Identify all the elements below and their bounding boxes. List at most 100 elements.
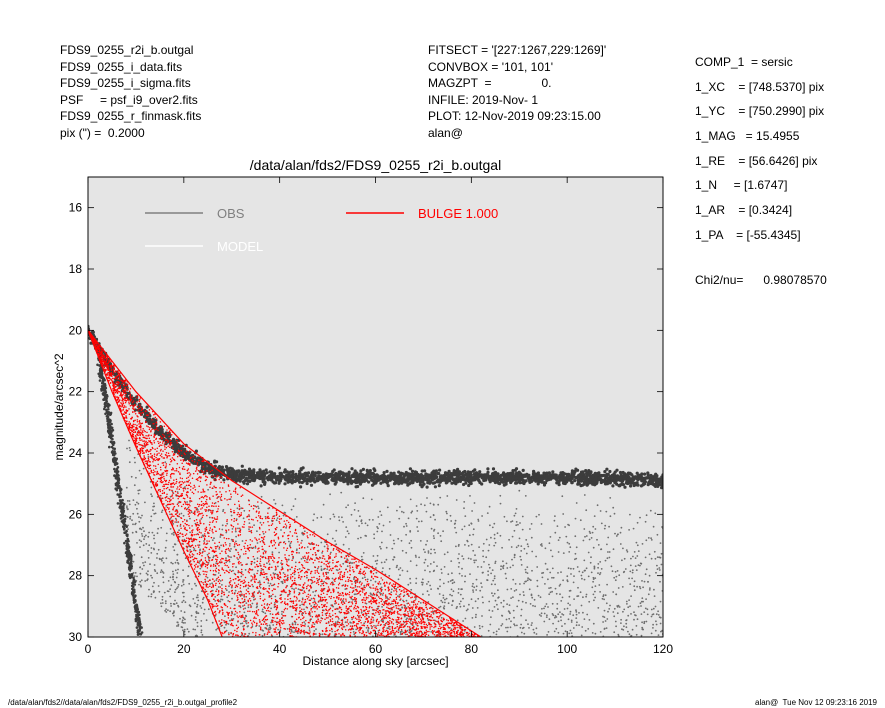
obs-point [102,393,105,397]
obs-point [135,476,137,479]
obs-point [494,541,497,544]
obs-point [446,551,449,554]
obs-point [340,641,342,643]
obs-point [538,513,540,516]
obs-point [623,608,626,611]
obs-point [260,502,263,504]
obs-point [429,516,432,518]
obs-point [230,514,233,517]
obs-point [402,511,405,514]
obs-point [211,640,213,642]
obs-point [138,516,140,518]
obs-point [252,585,255,588]
obs-point [519,593,521,596]
obs-point [507,626,509,629]
obs-point [650,632,653,635]
obs-point [426,590,429,593]
obs-point [602,594,605,596]
obs-point [194,582,196,585]
obs-point [561,495,564,498]
obs-point [607,551,609,553]
obs-point [294,561,297,564]
obs-point [273,499,275,501]
obs-point [355,593,357,596]
obs-point [472,533,475,536]
obs-point [321,633,324,636]
obs-point [235,566,238,569]
obs-point [98,379,102,382]
obs-point [593,599,595,602]
obs-point [592,580,594,583]
obs-point [567,567,570,570]
obs-point [298,568,301,570]
obs-point [360,555,363,558]
obs-point [532,628,535,631]
obs-point [294,498,297,500]
obs-point [221,524,224,527]
obs-point [633,589,636,592]
obs-point [270,621,272,624]
obs-point [202,596,205,599]
obs-point [568,542,571,545]
obs-point [505,618,508,621]
obs-point [529,528,531,530]
obs-point [392,482,397,486]
obs-point [257,507,260,510]
obs-point [641,621,643,624]
obs-point [633,551,636,553]
obs-point [451,600,454,603]
obs-point [220,544,223,547]
obs-point [181,601,184,604]
obs-point [167,590,170,593]
obs-point [547,631,550,633]
obs-point [293,573,296,576]
obs-point [634,476,638,480]
obs-point [159,571,162,574]
obs-point [267,628,270,631]
obs-point [486,512,489,514]
obs-point [127,545,131,549]
obs-point [372,619,375,621]
obs-point [618,484,622,488]
obs-point [531,622,533,624]
obs-point [541,572,543,574]
obs-point [415,638,417,640]
obs-point [464,544,466,546]
obs-point [304,474,308,478]
obs-point [279,629,282,632]
obs-point [179,617,181,620]
obs-point [313,630,316,632]
obs-point [482,549,484,552]
obs-point [649,509,652,512]
obs-point [592,593,595,596]
obs-point [494,583,496,586]
obs-point [243,509,246,512]
obs-point [388,567,391,570]
obs-point [446,512,448,515]
obs-point [222,468,226,472]
obs-point [295,516,298,518]
obs-point [510,521,512,523]
obs-point [389,534,392,536]
obs-point [401,569,404,572]
obs-point [595,473,599,477]
obs-point [187,630,190,633]
header-left-line: FDS9_0255_i_sigma.fits [60,76,191,90]
obs-point [466,540,469,543]
obs-point [100,389,103,392]
obs-point [556,525,559,527]
obs-point [656,564,658,567]
obs-point [207,608,210,611]
obs-point [629,605,631,608]
obs-point [351,474,355,478]
obs-point [103,389,106,392]
obs-point [515,521,518,523]
obs-point [141,533,143,535]
obs-point [468,534,471,537]
obs-point [659,622,662,625]
obs-point [280,529,282,531]
obs-point [350,513,353,516]
obs-point [471,617,474,619]
obs-point [201,601,204,604]
obs-point [506,567,509,569]
